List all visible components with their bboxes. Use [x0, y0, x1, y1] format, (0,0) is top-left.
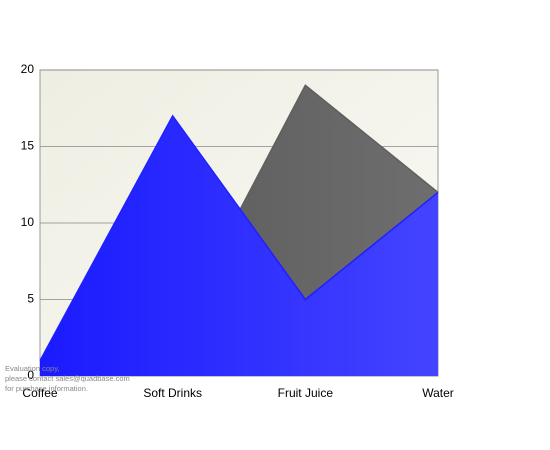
- watermark: please contact sales@quadbase.com: [5, 374, 130, 383]
- y-tick-label: 0: [27, 368, 34, 382]
- x-tick-label: Water: [422, 386, 454, 400]
- x-tick-label: Coffee: [22, 386, 57, 400]
- watermark: Evaluation copy,: [5, 364, 59, 373]
- x-tick-label: Soft Drinks: [143, 386, 202, 400]
- y-tick-label: 10: [21, 215, 35, 229]
- y-tick-label: 5: [27, 292, 34, 306]
- area-line: [39, 114, 439, 362]
- y-tick-label: 15: [21, 139, 35, 153]
- area-fill: [40, 115, 438, 377]
- y-tick-label: 20: [21, 62, 35, 76]
- x-tick-label: Fruit Juice: [278, 386, 334, 400]
- watermark: for purchase information.: [5, 384, 88, 393]
